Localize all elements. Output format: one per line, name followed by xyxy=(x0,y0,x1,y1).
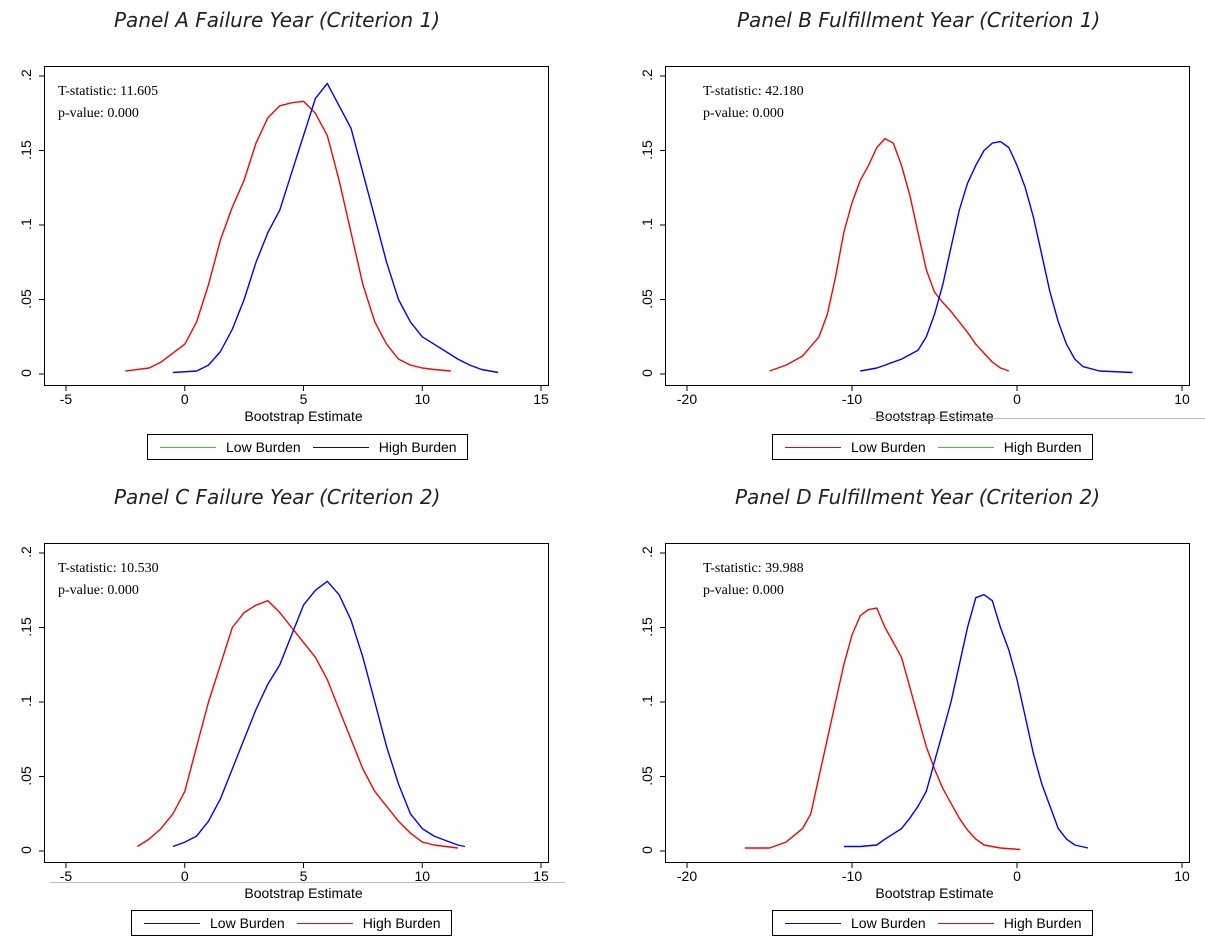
panel-a-xtick-label: 10 xyxy=(414,391,431,407)
legend-item: High Burden xyxy=(296,915,441,931)
panel-d-t-statistic: T-statistic: 39.988 xyxy=(703,561,804,576)
legend-swatch xyxy=(785,922,841,924)
panel-b-density-curve-1 xyxy=(860,140,1133,374)
panel-a-density-curve-1 xyxy=(172,82,499,374)
panel-a-xtick-label: -5 xyxy=(59,391,73,407)
legend-item: High Burden xyxy=(937,915,1082,931)
panel-b-xtick-label: -10 xyxy=(841,391,863,407)
panel-a-plot-area xyxy=(44,66,549,386)
legend-label: High Burden xyxy=(362,915,441,931)
panel-d-density-curve-0 xyxy=(744,607,1021,851)
panel-d-ytick-label: .2 xyxy=(639,546,655,558)
panel-d-x-axis-title: Bootstrap Estimate xyxy=(875,885,994,901)
panel-c-t-statistic: T-statistic: 10.530 xyxy=(58,561,159,576)
panel-c-xtick-label: -5 xyxy=(59,868,73,884)
panel-c-xtick-label: 10 xyxy=(414,868,431,884)
legend-item: Low Burden xyxy=(144,915,285,931)
legend-label: High Burden xyxy=(1003,439,1082,455)
panel-c-xtick-label: 0 xyxy=(180,868,189,884)
panel-b-p-value: p-value: 0.000 xyxy=(703,106,784,121)
panel-c-p-value: p-value: 0.000 xyxy=(58,583,139,598)
legend-label: Low Burden xyxy=(210,915,285,931)
legend-label: High Burden xyxy=(378,439,457,455)
panel-a-legend: Low Burden High Burden xyxy=(147,434,468,460)
panel-d-ytick-label: .1 xyxy=(639,695,655,707)
panel-c-x-axis-title: Bootstrap Estimate xyxy=(244,885,363,901)
panel-d-xtick-label: -10 xyxy=(841,868,863,884)
panel-d-density-curve-1 xyxy=(843,594,1089,849)
panel-a-title: Panel A Failure Year (Criterion 1) xyxy=(114,8,441,32)
panel-c-density-curve-0 xyxy=(136,600,458,849)
legend-item: High Burden xyxy=(937,439,1082,455)
panel-a-density-curve-0 xyxy=(125,100,451,372)
panel-a-xtick-label: 0 xyxy=(180,391,189,407)
panel-d-ytick-label: .15 xyxy=(639,616,655,637)
panel-b-x-axis-title: Bootstrap Estimate xyxy=(875,408,994,424)
legend-item: Low Burden xyxy=(785,915,926,931)
legend-label: Low Burden xyxy=(226,439,301,455)
legend-label: Low Burden xyxy=(851,915,926,931)
panel-d-plot-area xyxy=(665,543,1190,863)
legend-swatch xyxy=(296,922,353,924)
panel-d-p-value: p-value: 0.000 xyxy=(703,583,784,598)
panel-a-xtick-label: 5 xyxy=(299,391,308,407)
panel-a-p-value: p-value: 0.000 xyxy=(58,106,139,121)
panel-d-legend: Low Burden High Burden xyxy=(772,910,1093,936)
panel-d-xtick-label: -20 xyxy=(676,868,698,884)
legend-label: High Burden xyxy=(1003,915,1082,931)
panel-b-xtick-label: -20 xyxy=(676,391,698,407)
legend-swatch xyxy=(937,922,994,924)
legend-label: Low Burden xyxy=(851,439,926,455)
panel-b-xtick-label: 0 xyxy=(1013,391,1021,407)
panel-b-legend: Low Burden High Burden xyxy=(772,434,1093,460)
legend-swatch xyxy=(937,446,994,448)
legend-item: Low Burden xyxy=(785,439,926,455)
panel-c-title: Panel C Failure Year (Criterion 2) xyxy=(114,485,441,509)
legend-swatch xyxy=(160,446,216,448)
panel-a-x-axis-title: Bootstrap Estimate xyxy=(244,408,363,424)
panel-b-density-curve-0 xyxy=(769,137,1010,372)
panel-b-title: Panel B Fulfillment Year (Criterion 1) xyxy=(737,8,1101,32)
legend-swatch xyxy=(312,446,369,448)
panel-c-density-curve-1 xyxy=(172,580,466,848)
panel-c-xtick-label: 5 xyxy=(299,868,308,884)
panel-d-ytick-label: 0 xyxy=(639,846,655,854)
legend-item: High Burden xyxy=(312,439,457,455)
legend-swatch xyxy=(144,922,200,924)
panel-b-separator xyxy=(870,418,1205,419)
panel-d-ytick-label: .05 xyxy=(639,765,655,786)
panel-a-t-statistic: T-statistic: 11.605 xyxy=(58,84,159,99)
panel-c-legend: Low Burden High Burden xyxy=(131,910,452,936)
panel-d-xtick-label: 10 xyxy=(1174,868,1190,884)
panel-a-xtick-label: 15 xyxy=(533,391,549,407)
panel-d-xtick-label: 0 xyxy=(1013,868,1021,884)
panel-b-xtick-label: 10 xyxy=(1174,391,1190,407)
panel-c-separator xyxy=(50,882,565,883)
panel-b-t-statistic: T-statistic: 42.180 xyxy=(703,84,804,99)
panel-c-plot-area xyxy=(44,543,549,863)
legend-item: Low Burden xyxy=(160,439,301,455)
panel-c-xtick-label: 15 xyxy=(533,868,549,884)
panel-d-title: Panel D Fulfillment Year (Criterion 2) xyxy=(735,485,1101,509)
legend-swatch xyxy=(785,446,841,448)
